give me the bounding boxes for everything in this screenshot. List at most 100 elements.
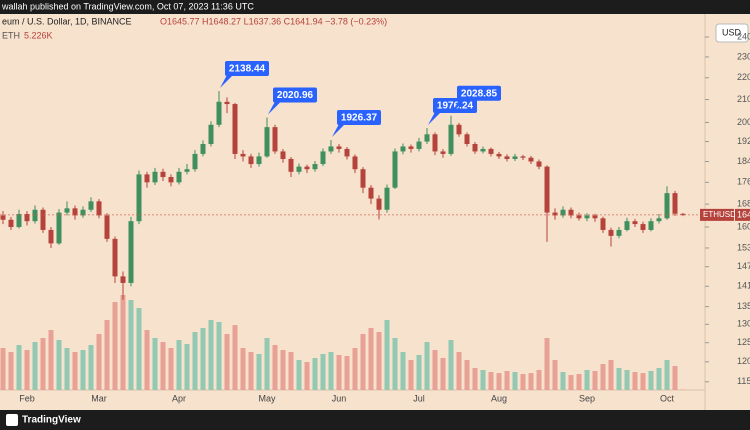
volume-bar bbox=[168, 348, 174, 390]
candle-body bbox=[448, 124, 454, 154]
x-tick-label: Sep bbox=[579, 393, 595, 403]
candle-body bbox=[496, 153, 502, 157]
volume-bar bbox=[392, 338, 398, 390]
volume-bar bbox=[496, 373, 502, 390]
volume-bar bbox=[400, 352, 406, 390]
volume-bar bbox=[512, 372, 518, 390]
candle-body bbox=[464, 134, 470, 145]
candle-body bbox=[568, 209, 574, 216]
candle-body bbox=[0, 215, 6, 220]
volume-bar bbox=[464, 360, 470, 390]
volume-bar bbox=[560, 372, 566, 390]
candle-body bbox=[488, 148, 494, 154]
volume-bar bbox=[144, 330, 150, 390]
candle-body bbox=[592, 215, 598, 219]
volume-bar bbox=[616, 368, 622, 390]
volume-bar bbox=[64, 348, 70, 390]
candle-body bbox=[576, 215, 582, 219]
volume-bar bbox=[104, 320, 110, 390]
candle-body bbox=[264, 127, 270, 157]
callout-label: 1926.37 bbox=[341, 113, 378, 124]
candle-body bbox=[672, 193, 678, 214]
candle-body bbox=[512, 156, 518, 159]
volume-bar bbox=[656, 368, 662, 390]
candle-body bbox=[536, 161, 542, 167]
currency[interactable]: USD bbox=[722, 27, 742, 37]
volume-bar bbox=[640, 373, 646, 390]
candle-body bbox=[288, 158, 294, 172]
volume-bar bbox=[624, 370, 630, 390]
x-tick-label: Mar bbox=[91, 393, 107, 403]
volume-bar bbox=[248, 352, 254, 390]
volume-bar bbox=[592, 371, 598, 390]
candle-body bbox=[680, 213, 686, 215]
volume-label: 5.226K bbox=[24, 30, 53, 40]
candle-body bbox=[376, 198, 382, 210]
candle-body bbox=[248, 156, 254, 165]
candle-body bbox=[648, 221, 654, 230]
volume-bar bbox=[648, 371, 654, 390]
y-tick-label: 2300.00 bbox=[737, 51, 750, 61]
volume-bar bbox=[224, 334, 230, 390]
volume-bar bbox=[528, 373, 534, 390]
ohlc: O1645.77 H1648.27 L1637.36 C1641.94 −3.7… bbox=[160, 16, 387, 26]
volume-bar bbox=[176, 340, 182, 390]
x-tick-label: Oct bbox=[660, 393, 675, 403]
volume-bar bbox=[120, 295, 126, 390]
volume-bar bbox=[384, 320, 390, 390]
x-tick-label: Apr bbox=[172, 393, 186, 403]
volume-bar bbox=[672, 366, 678, 390]
volume-bar bbox=[264, 338, 270, 390]
candle-body bbox=[416, 141, 422, 149]
y-tick-label: 1760.00 bbox=[737, 177, 750, 187]
volume-bar bbox=[256, 354, 262, 390]
candle-body bbox=[136, 174, 142, 222]
volume-bar bbox=[272, 345, 278, 390]
callout-box bbox=[225, 61, 269, 77]
candle-body bbox=[504, 156, 510, 159]
candle-body bbox=[624, 221, 630, 230]
volume-bar bbox=[32, 342, 38, 390]
y-tick-label: 1680.00 bbox=[737, 199, 750, 209]
candle-body bbox=[208, 124, 214, 145]
volume-bar bbox=[200, 328, 206, 390]
footer-brand: TradingView bbox=[22, 415, 81, 426]
callout-box bbox=[337, 110, 381, 126]
y-tick-label: 2100.00 bbox=[737, 94, 750, 104]
volume-bar bbox=[600, 364, 606, 390]
volume-bar bbox=[536, 370, 542, 390]
y-tick-label: 1200.00 bbox=[737, 356, 750, 366]
top-bar bbox=[0, 0, 750, 14]
y-tick-label: 2200.00 bbox=[737, 72, 750, 82]
candle-body bbox=[168, 177, 174, 183]
candle-body bbox=[176, 171, 182, 183]
volume-bar bbox=[448, 340, 454, 390]
logo-icon bbox=[6, 414, 18, 426]
candle-body bbox=[320, 151, 326, 165]
volume-bar bbox=[408, 360, 414, 390]
candle-body bbox=[24, 214, 30, 222]
symbol: eum / U.S. Dollar, 1D, BINANCE bbox=[2, 16, 132, 26]
candle-body bbox=[272, 127, 278, 152]
callout-pointer bbox=[268, 101, 281, 115]
candle-body bbox=[184, 169, 190, 172]
candle-body bbox=[552, 212, 558, 216]
candle-body bbox=[80, 209, 86, 216]
y-tick-label: 1350.00 bbox=[737, 301, 750, 311]
plot-area bbox=[0, 91, 686, 390]
currency-box[interactable] bbox=[715, 23, 749, 43]
volume-bar bbox=[608, 360, 614, 390]
last-price-box bbox=[735, 208, 750, 221]
price-label: ETHUSD bbox=[703, 210, 736, 219]
volume-bar bbox=[336, 355, 342, 390]
volume-bar bbox=[208, 320, 214, 390]
volume-bar bbox=[472, 368, 478, 390]
candle-body bbox=[544, 166, 550, 213]
x-tick-label: Feb bbox=[19, 393, 35, 403]
candle-body bbox=[408, 146, 414, 149]
volume-bar bbox=[56, 340, 62, 390]
candle-body bbox=[384, 187, 390, 210]
candle-body bbox=[32, 209, 38, 222]
candle-body bbox=[256, 156, 262, 165]
volume-bar bbox=[280, 350, 286, 390]
